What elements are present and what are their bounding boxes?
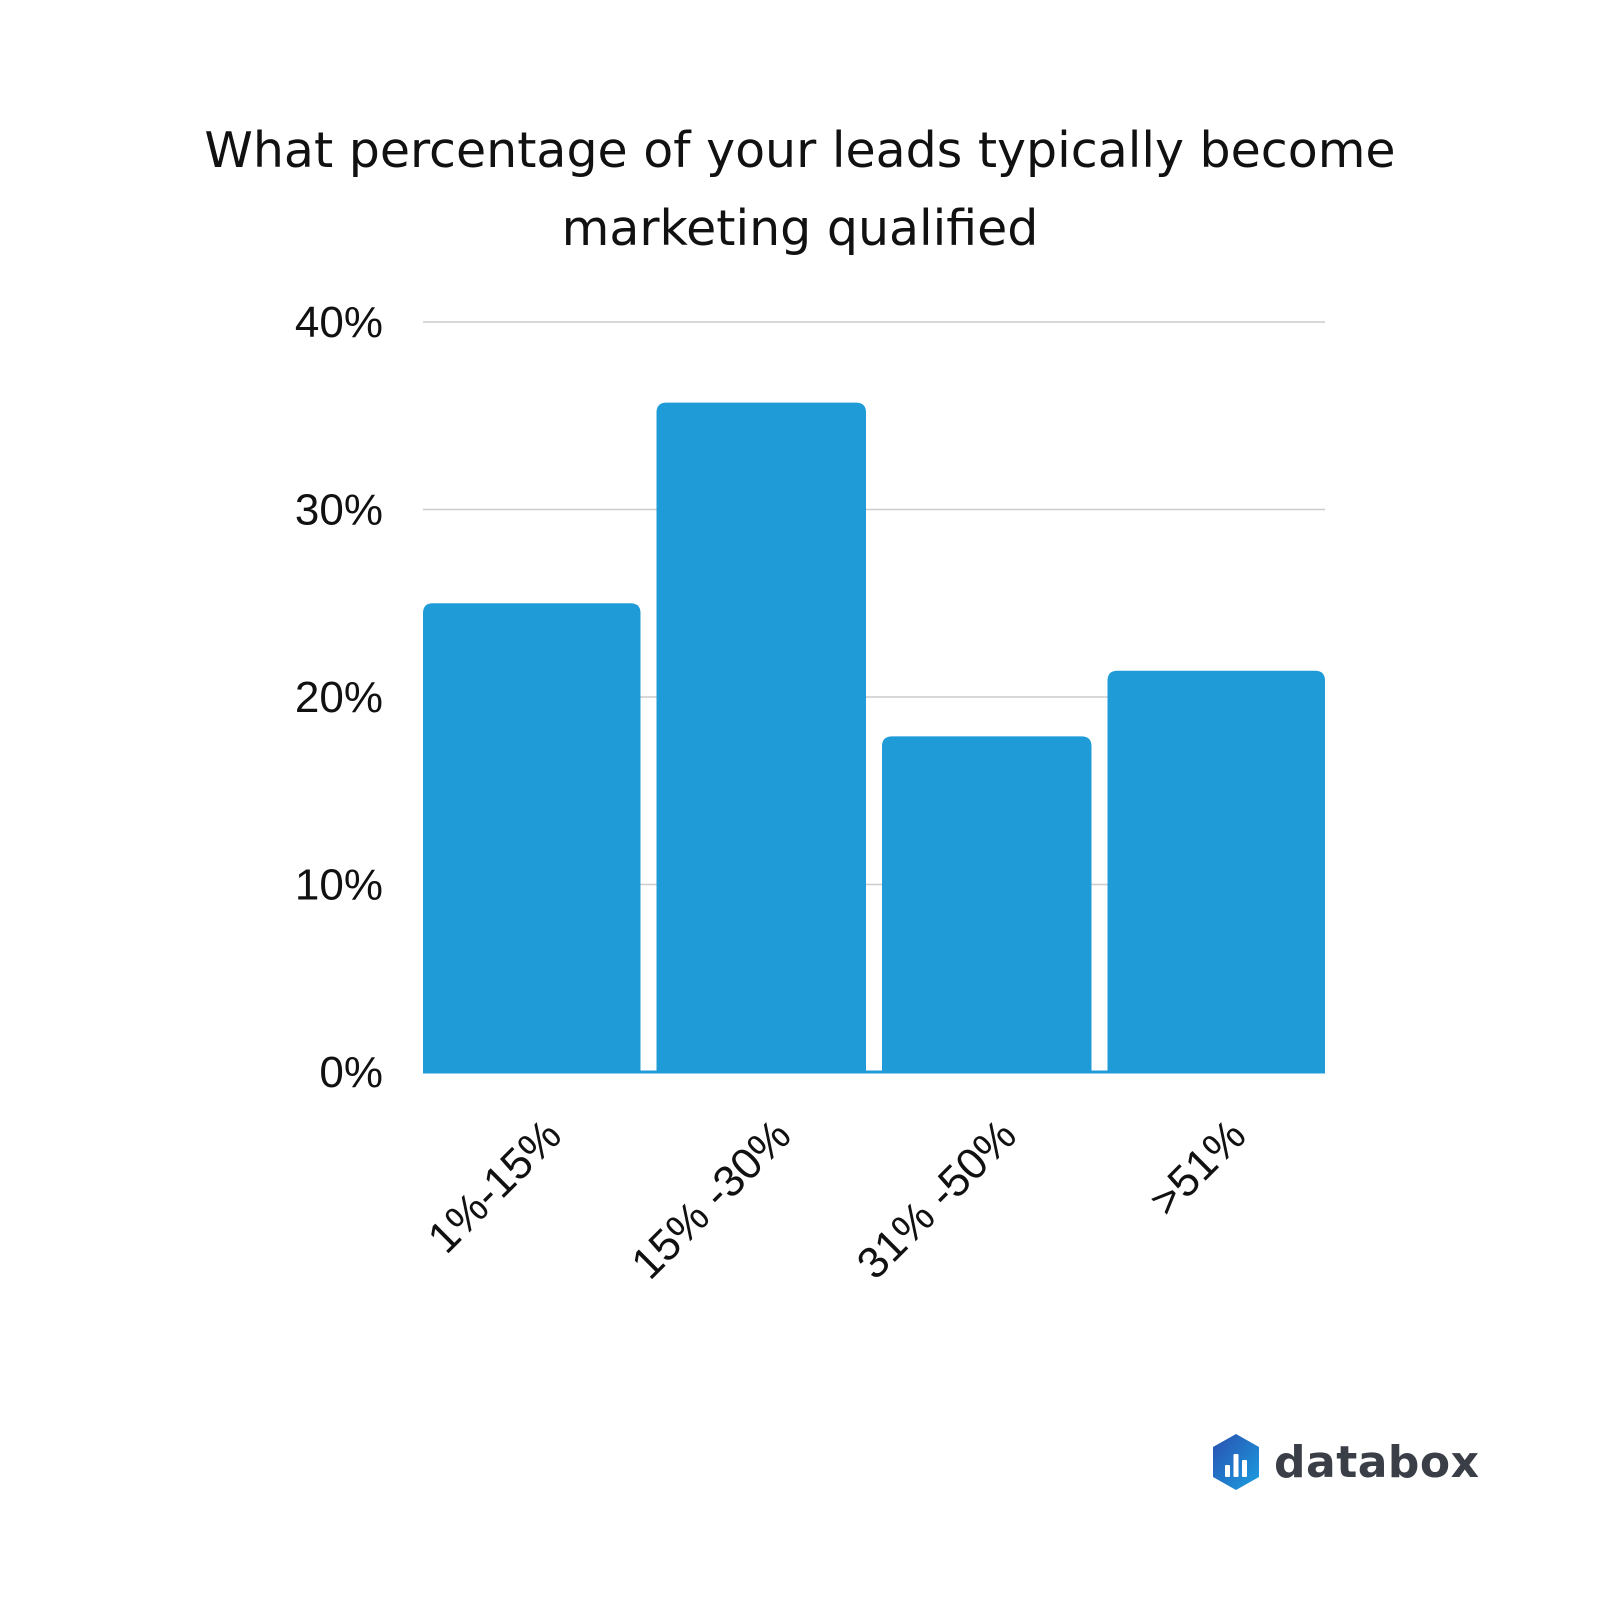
y-tick-label: 30% <box>295 486 383 535</box>
y-tick-label: 40% <box>295 298 383 347</box>
databox-logo-icon <box>1213 1434 1259 1490</box>
y-axis-tick-labels: 0% 10% 20% 30% 40% <box>295 298 383 1097</box>
chart-title-line-2: marketing qualified <box>561 200 1039 257</box>
x-axis-category-labels: 1%-15% 15% -30% 31% -50% >51% <box>419 1110 1256 1288</box>
chart-title: What percentage of your leads typically … <box>150 112 1450 268</box>
y-tick-label: 20% <box>295 673 383 722</box>
y-tick-label: 0% <box>319 1048 383 1097</box>
bar <box>423 603 641 1072</box>
bar <box>656 402 866 1072</box>
bar <box>882 736 1092 1072</box>
databox-brand-name: databox <box>1274 1436 1480 1488</box>
category-label: >51% <box>1140 1110 1255 1225</box>
bars <box>423 402 1325 1074</box>
category-label: 31% -50% <box>848 1110 1026 1288</box>
bar <box>1107 670 1325 1072</box>
category-label: 1%-15% <box>419 1110 571 1262</box>
category-label: 15% -30% <box>622 1110 800 1288</box>
chart-title-line-1: What percentage of your leads typically … <box>204 122 1396 179</box>
y-tick-label: 10% <box>295 861 383 910</box>
databox-brand: databox <box>1210 1432 1480 1492</box>
